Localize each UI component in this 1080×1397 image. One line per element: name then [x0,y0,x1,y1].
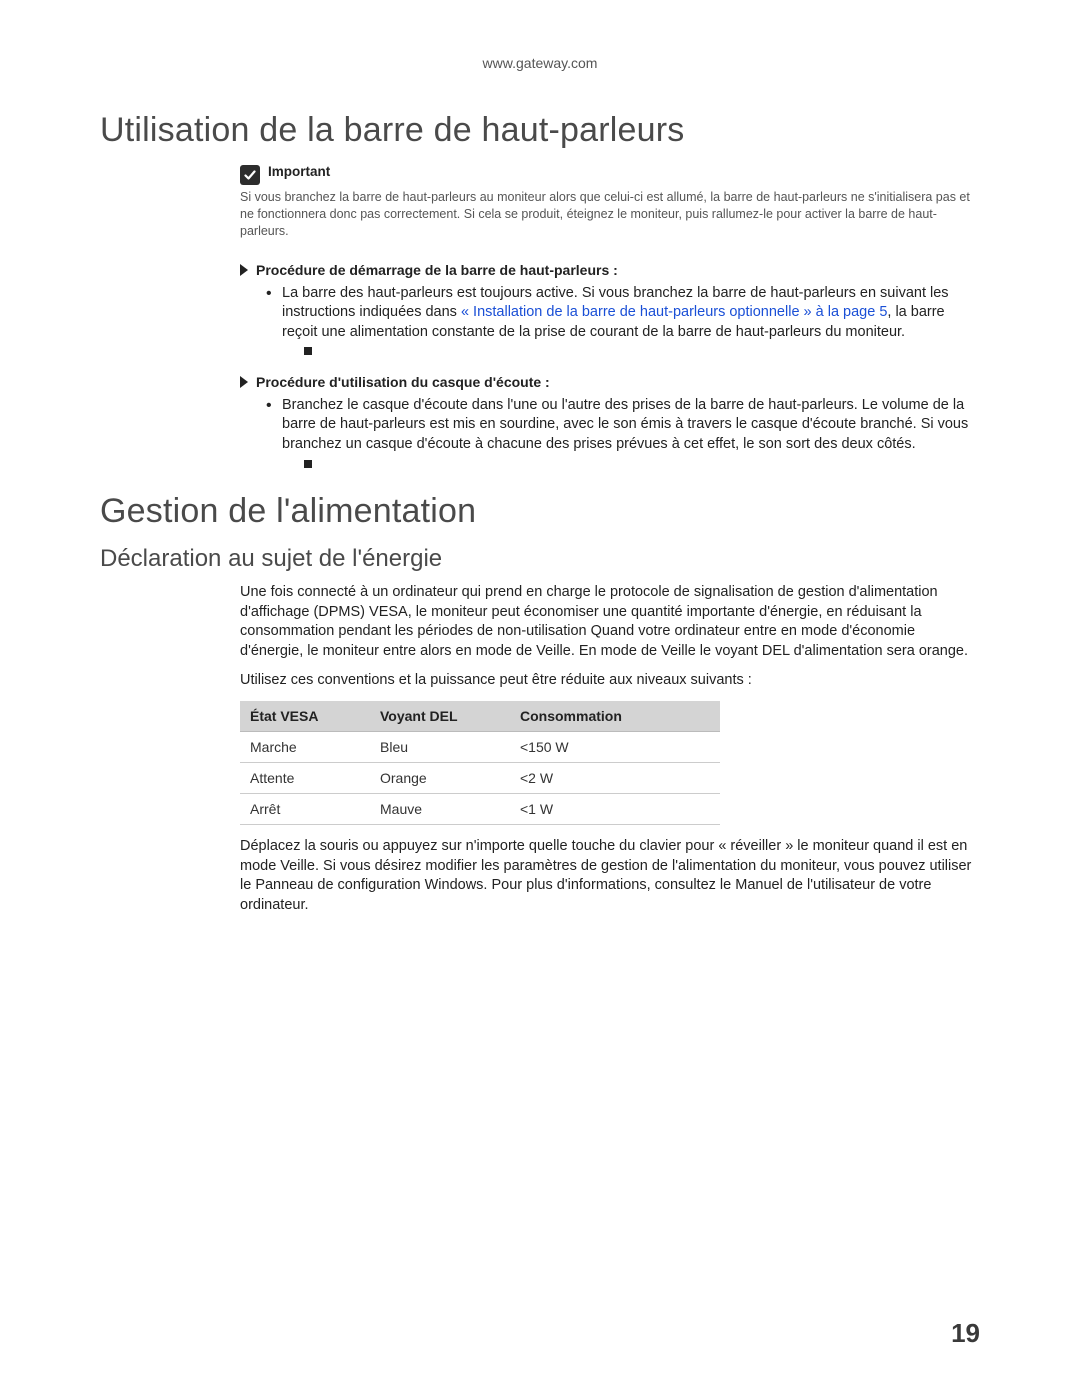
triangle-icon [240,264,248,276]
table-cell: <150 W [510,731,720,762]
table-cell: Arrêt [240,793,370,824]
table-cell: <1 W [510,793,720,824]
table-cell: Orange [370,762,510,793]
table-cell: Mauve [370,793,510,824]
table-row: Arrêt Mauve <1 W [240,793,720,824]
table-header-led: Voyant DEL [370,701,510,732]
power-content: Une fois connecté à un ordinateur qui pr… [240,583,980,915]
table-cell: Bleu [370,731,510,762]
table-header-row: État VESA Voyant DEL Consommation [240,701,720,732]
procedure-headphone-list: Branchez le casque d'écoute dans l'une o… [240,396,980,474]
end-marker-icon [304,347,312,355]
procedure-headphone-text: Branchez le casque d'écoute dans l'une o… [282,397,968,452]
check-icon [240,165,260,185]
install-link[interactable]: « Installation de la barre de haut-parle… [461,304,887,320]
section-title-speakerbar: Utilisation de la barre de haut-parleurs [100,111,980,150]
procedure-start-item: La barre des haut-parleurs est toujours … [260,284,980,362]
procedure-start-heading: Procédure de démarrage de la barre de ha… [240,262,980,278]
procedure-start-list: La barre des haut-parleurs est toujours … [240,284,980,362]
power-para-1: Une fois connecté à un ordinateur qui pr… [240,583,980,661]
important-block: Important Si vous branchez la barre de h… [240,164,980,240]
page-container: www.gateway.com Utilisation de la barre … [0,0,1080,1397]
page-number: 19 [951,1318,980,1349]
table-header-vesa: État VESA [240,701,370,732]
procedure-headphone-item: Branchez le casque d'écoute dans l'une o… [260,396,980,474]
subsection-title-energy: Déclaration au sujet de l'énergie [100,545,980,573]
table-row: Marche Bleu <150 W [240,731,720,762]
table-cell: Attente [240,762,370,793]
header-url: www.gateway.com [100,55,980,71]
procedure-headphone-heading-text: Procédure d'utilisation du casque d'écou… [256,374,550,390]
important-label: Important [268,164,330,179]
important-body: Si vous branchez la barre de haut-parleu… [240,189,980,240]
power-para-conventions: Utilisez ces conventions et la puissance… [240,671,980,691]
table-row: Attente Orange <2 W [240,762,720,793]
important-header: Important [240,164,980,185]
speakerbar-content: Important Si vous branchez la barre de h… [240,164,980,474]
table-cell: Marche [240,731,370,762]
triangle-icon [240,376,248,388]
table-cell: <2 W [510,762,720,793]
vesa-table: État VESA Voyant DEL Consommation Marche… [240,701,720,825]
procedure-headphone-heading: Procédure d'utilisation du casque d'écou… [240,374,980,390]
end-marker-icon [304,460,312,468]
procedure-start-heading-text: Procédure de démarrage de la barre de ha… [256,262,618,278]
table-header-power: Consommation [510,701,720,732]
section-title-power: Gestion de l'alimentation [100,492,980,531]
power-para-after: Déplacez la souris ou appuyez sur n'impo… [240,837,980,915]
